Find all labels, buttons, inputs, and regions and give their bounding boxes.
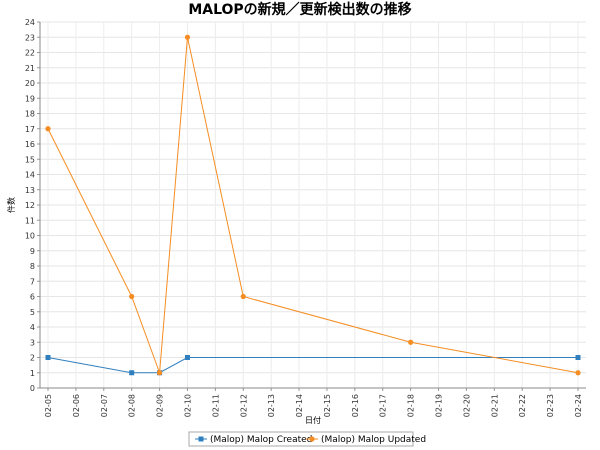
y-tick-label: 17 [25, 125, 35, 134]
x-tick-label: 02-12 [239, 394, 248, 417]
y-tick-label: 4 [30, 323, 35, 332]
legend: (Malop) Malop Created (Malop) Malop Updat… [188, 431, 426, 447]
y-tick-label: 23 [25, 33, 35, 42]
legend-marker-square [198, 436, 204, 442]
y-tick-label: 18 [25, 110, 35, 119]
y-tick-label: 0 [30, 384, 35, 393]
y-tick-label: 14 [25, 171, 35, 180]
data-point-circle [184, 34, 191, 40]
x-tick-label: 02-23 [546, 394, 555, 417]
x-tick-label: 02-19 [435, 394, 444, 417]
axes [37, 21, 586, 391]
y-tick-label: 3 [30, 338, 35, 347]
data-point-circle [156, 370, 163, 376]
y-tick-label: 21 [25, 64, 35, 73]
y-tick-label: 11 [25, 216, 35, 225]
y-tick-label: 8 [30, 262, 35, 271]
x-tick-label: 02-10 [183, 394, 192, 417]
series-line-1 [47, 357, 578, 374]
x-tick-label: 02-17 [379, 394, 388, 417]
data-point-circle [129, 293, 135, 300]
y-tick-label: 12 [25, 201, 35, 210]
x-axis-label: 日付 [305, 415, 321, 425]
y-tick-label: 2 [30, 354, 35, 363]
chart-title: MALOPの新規／更新検出数の推移 [188, 1, 411, 18]
legend-entry-label: (Malop) Malop Updated [321, 435, 426, 445]
x-tick-label: 02-07 [100, 394, 109, 417]
x-tick-label: 02-06 [72, 394, 81, 417]
x-tick-label: 02-13 [267, 394, 276, 417]
data-point-circle [240, 293, 246, 300]
y-tick-label: 22 [25, 49, 35, 58]
x-tick-label: 02-22 [518, 394, 527, 417]
series-layer [45, 34, 581, 376]
x-tick-label: 02-20 [462, 394, 471, 417]
x-tick-label: 02-18 [407, 394, 416, 417]
y-tick-label: 13 [25, 186, 35, 195]
y-tick-label: 1 [30, 369, 35, 378]
data-point-square [575, 355, 581, 360]
y-tick-label: 20 [25, 79, 35, 88]
data-point-square [184, 355, 190, 360]
y-axis-label: 件数 [6, 197, 16, 213]
legend-marker-circle [309, 436, 315, 442]
x-tick-label: 02-24 [574, 394, 583, 417]
y-tick-label: 5 [30, 308, 35, 317]
x-tick-label: 02-15 [323, 394, 332, 417]
y-tick-label: 16 [25, 140, 35, 149]
x-tick-label: 02-14 [295, 394, 304, 417]
data-point-circle [45, 126, 51, 132]
x-tick-label: 02-05 [44, 394, 53, 417]
y-tick-label: 10 [25, 232, 35, 241]
data-point-square [45, 355, 51, 360]
y-tick-label: 7 [30, 277, 35, 286]
y-tick-label: 19 [25, 94, 35, 103]
grid-lines [40, 21, 586, 389]
data-point-square [129, 370, 135, 376]
y-tick-label: 15 [25, 155, 35, 164]
x-tick-label: 02-16 [351, 394, 360, 417]
data-point-circle [575, 370, 581, 376]
legend-entry-label: (Malop) Malop Created [210, 435, 312, 445]
x-tick-label: 02-08 [128, 394, 137, 417]
y-tick-label: 6 [30, 293, 35, 302]
x-tick-label: 02-21 [490, 394, 499, 417]
x-tick-labels: 02-05 02-06 02-07 02-08 02-09 02-10 02-11 02-12… [44, 394, 583, 417]
y-tick-label: 24 [25, 18, 35, 27]
legend-box [188, 431, 414, 447]
x-tick-label: 02-09 [156, 394, 165, 417]
x-tick-label: 02-11 [211, 394, 220, 417]
data-point-circle [408, 339, 414, 345]
y-tick-label: 9 [30, 247, 35, 256]
